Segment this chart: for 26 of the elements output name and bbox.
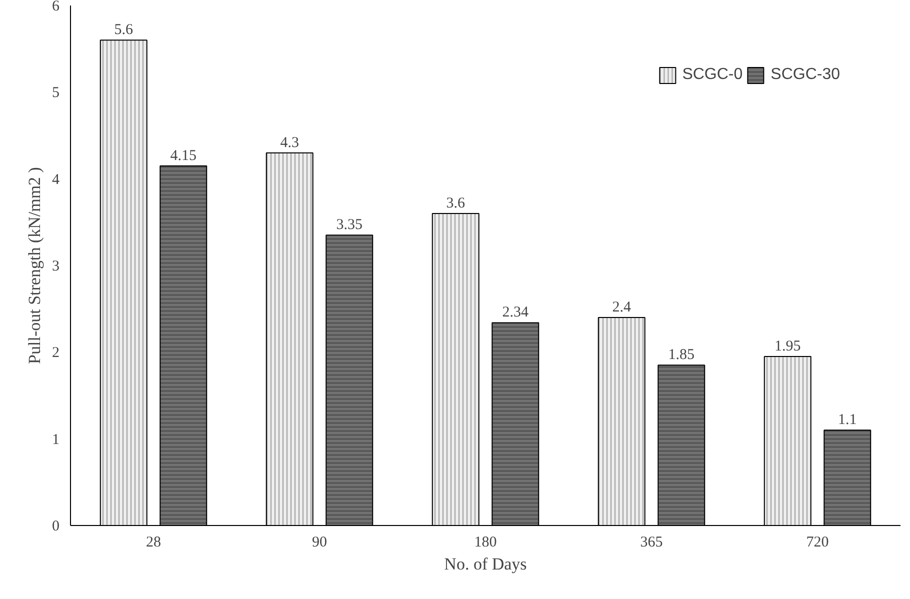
- data-label: 5.6: [114, 22, 134, 38]
- data-label: 2.34: [502, 304, 530, 321]
- y-tick-label: 5: [52, 85, 60, 102]
- y-tick-label: 4: [52, 172, 60, 188]
- x-axis-title: No. of Days: [444, 554, 527, 574]
- x-tick-label: 28: [146, 534, 161, 550]
- data-label: 4.3: [280, 134, 299, 151]
- y-tick-label: 2: [52, 345, 60, 362]
- y-tick-label: 3: [52, 258, 60, 274]
- data-label: 2.4: [612, 300, 632, 316]
- data-label: 1.95: [774, 338, 801, 354]
- data-label: 3.6: [446, 196, 466, 212]
- x-tick-label: 180: [474, 534, 497, 550]
- x-tick-label: 365: [640, 534, 663, 550]
- y-tick-label: 1: [52, 432, 60, 448]
- legend-label: SCGC-0: [682, 66, 743, 84]
- x-tick-label: 720: [806, 534, 829, 550]
- y-tick-label: 0: [52, 518, 60, 534]
- y-axis-title: Pull-out Strength (kN/mm2 ): [25, 167, 44, 364]
- y-tick-label: 6: [52, 0, 60, 14]
- data-label: 1.85: [668, 347, 695, 364]
- data-label: 3.35: [336, 217, 363, 234]
- legend-label: SCGC-30: [770, 66, 840, 84]
- data-label: 1.1: [838, 412, 857, 428]
- x-tick-label: 90: [312, 534, 327, 550]
- data-label: 4.15: [170, 148, 197, 164]
